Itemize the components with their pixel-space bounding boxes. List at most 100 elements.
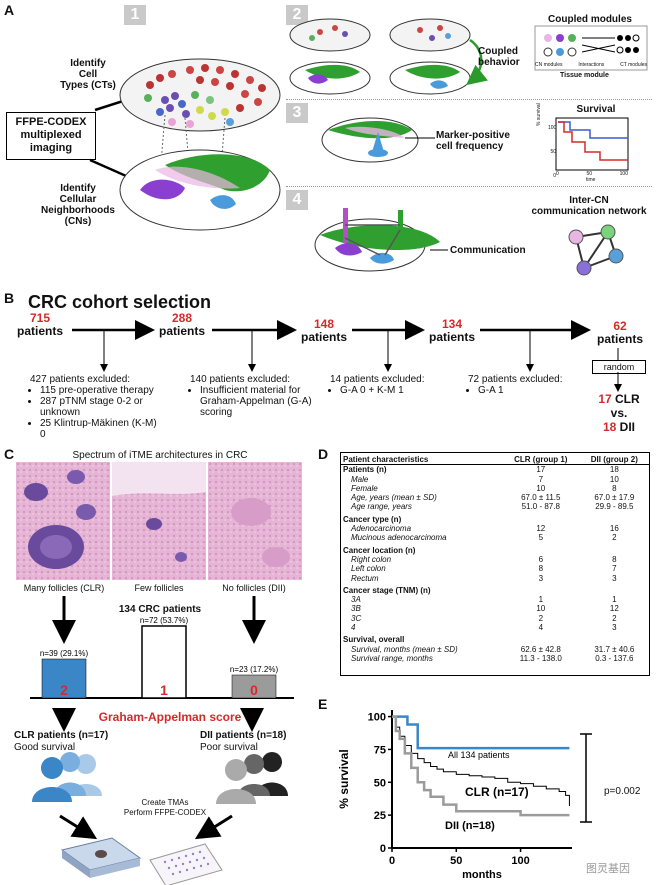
table-row: Female 10 8 — [341, 484, 649, 493]
coupled-behavior-label: Coupled behavior — [478, 46, 520, 68]
y-tick-label: 75 — [374, 744, 386, 756]
survival-mini-xlabel: time — [586, 177, 596, 183]
table-row: Age, years (mean ± SD) 67.0 ± 11.5 67.0 ± … — [341, 493, 649, 502]
cohort-134-label: 134 CRC patients — [118, 604, 202, 615]
km-line — [392, 716, 570, 806]
cohort-title: CRC cohort selection — [28, 292, 212, 312]
table-cell: 18 — [609, 465, 619, 475]
ga-bar — [231, 674, 277, 699]
step-1-badge: 1 — [124, 5, 146, 25]
marker-positive-label: Marker-positive cell frequency — [436, 130, 510, 152]
ga-bar-label: n=23 (17.2%) — [230, 665, 279, 674]
table-row: Cancer location (n) — [341, 543, 649, 555]
x-tick-label: 100 — [511, 855, 529, 867]
table-cell — [580, 583, 649, 595]
km-line — [392, 715, 570, 817]
table-cell — [502, 632, 580, 644]
table-cell: 2 — [612, 613, 617, 623]
step-4-badge: 4 — [286, 190, 308, 210]
table-row: Cancer stage (TNM) (n) — [341, 583, 649, 595]
label-few-follicles: Few follicles — [134, 583, 184, 593]
cohort-flow-arrows — [72, 320, 622, 392]
table-cell: 8 — [612, 483, 617, 493]
y-tick-label: 100 — [368, 712, 386, 724]
clr-group-label: CLR patients (n=17) Good survival — [14, 730, 109, 753]
table-cell: Survival, months (mean ± SD) — [351, 644, 458, 654]
table-cell: Survival range, months — [351, 653, 433, 663]
table-row: Right colon 6 8 — [341, 555, 649, 564]
exclusion-4: 72 patients excluded: G-A 1 — [468, 374, 578, 396]
panel-letter-c: C — [4, 446, 15, 462]
ga-bar — [141, 625, 187, 699]
table-cell: 12 — [609, 604, 619, 614]
table-row: 3C 2 2 — [341, 614, 649, 623]
separator — [286, 99, 652, 100]
tissue-module-label: Tissue module — [560, 72, 609, 79]
table-cell — [502, 583, 580, 595]
histology-images — [16, 462, 302, 580]
table-cell: Left colon — [351, 564, 386, 574]
random-box: random — [592, 360, 646, 374]
table-cell: Right colon — [351, 554, 392, 564]
table-row: Adenocarcinoma 12 16 — [341, 524, 649, 533]
table-cell — [580, 632, 649, 644]
y-tick-label: 50 — [374, 777, 386, 789]
y-axis-label: % survival — [337, 749, 351, 808]
table-row: Survival, months (mean ± SD) 62.6 ± 42.8 3… — [341, 645, 649, 654]
table-cell: 3 — [612, 573, 617, 583]
step-2-badge: 2 — [286, 5, 308, 25]
table-cell: 12 — [536, 524, 546, 534]
x-tick-label: 50 — [450, 855, 462, 867]
table-cell: 51.0 - 87.8 — [521, 502, 560, 512]
table-cell: 67.0 ± 11.5 — [521, 493, 561, 503]
table-header-cell: DII (group 2) — [579, 455, 649, 466]
table-cell: 1 — [612, 595, 617, 605]
table-row: 3B 10 12 — [341, 604, 649, 613]
panel-a-illustration — [89, 18, 648, 276]
table-cell: 2 — [612, 533, 617, 543]
panel-letter-b: B — [4, 290, 15, 306]
imaging-box: FFPE-CODEX multiplexed imaging — [6, 112, 96, 160]
x-tick-label: 0 — [389, 855, 395, 867]
table-cell: Adenocarcinoma — [351, 524, 412, 534]
table-header-cell: Patient characteristics — [341, 455, 502, 466]
label-many-follicles: Many follicles (CLR) — [23, 583, 105, 593]
table-cell: Cancer location (n) — [343, 545, 416, 555]
table-cell: 0.3 - 137.6 — [595, 653, 634, 663]
table-row: Survival range, months 11.3 - 138.0 0.3 - … — [341, 654, 649, 663]
table-cell — [502, 543, 580, 555]
table-row: Mucinous adenocarcinoma 5 2 — [341, 533, 649, 542]
table-cell: 10 — [536, 604, 546, 614]
table-row: 4 4 3 — [341, 623, 649, 632]
table-cell: 8 — [612, 554, 617, 564]
y-tick-label: 0 — [380, 843, 386, 855]
ga-score-title: Graham-Appelman score — [98, 710, 242, 724]
patient-characteristics-table: Patient characteristics CLR (group 1) DII … — [341, 455, 649, 663]
separator — [286, 186, 652, 187]
table-cell: 3C — [351, 613, 362, 623]
panel-letter-e: E — [318, 696, 328, 712]
table-header-row: Patient characteristics CLR (group 1) DII … — [341, 455, 649, 466]
table-cell: 16 — [609, 524, 619, 534]
table-row: Age range, years 51.0 - 87.8 29.9 - 89.5 — [341, 502, 649, 511]
patients-illustration — [32, 708, 288, 885]
exclusion-3: 14 patients excluded: G-A 0 + K-M 1 — [330, 374, 440, 396]
ga-score-value: 2 — [60, 682, 68, 698]
table-row: 3A 1 1 — [341, 595, 649, 604]
table-row: Left colon 8 7 — [341, 564, 649, 573]
stage-62: 62 patients — [596, 319, 643, 346]
x-axis-label: months — [462, 869, 502, 881]
table-cell: Age, years (mean ± SD) — [351, 493, 437, 503]
stage-288: 288 patients — [158, 311, 205, 338]
table-cell: 10 — [536, 483, 546, 493]
table-cell: 10 — [609, 474, 619, 484]
coupled-modules-title: Coupled modules — [548, 14, 632, 25]
table-cell: 8 — [538, 564, 544, 574]
table-cell: 4 — [351, 623, 356, 633]
table-cell: Survival, overall — [343, 635, 405, 645]
step-3-badge: 3 — [286, 103, 308, 123]
survival-mini-xticks: 0 50 100 — [556, 171, 628, 177]
table-cell: 3 — [538, 573, 544, 583]
table-row: Survival, overall — [341, 632, 649, 644]
series-label: CLR (n=17) — [465, 785, 529, 799]
